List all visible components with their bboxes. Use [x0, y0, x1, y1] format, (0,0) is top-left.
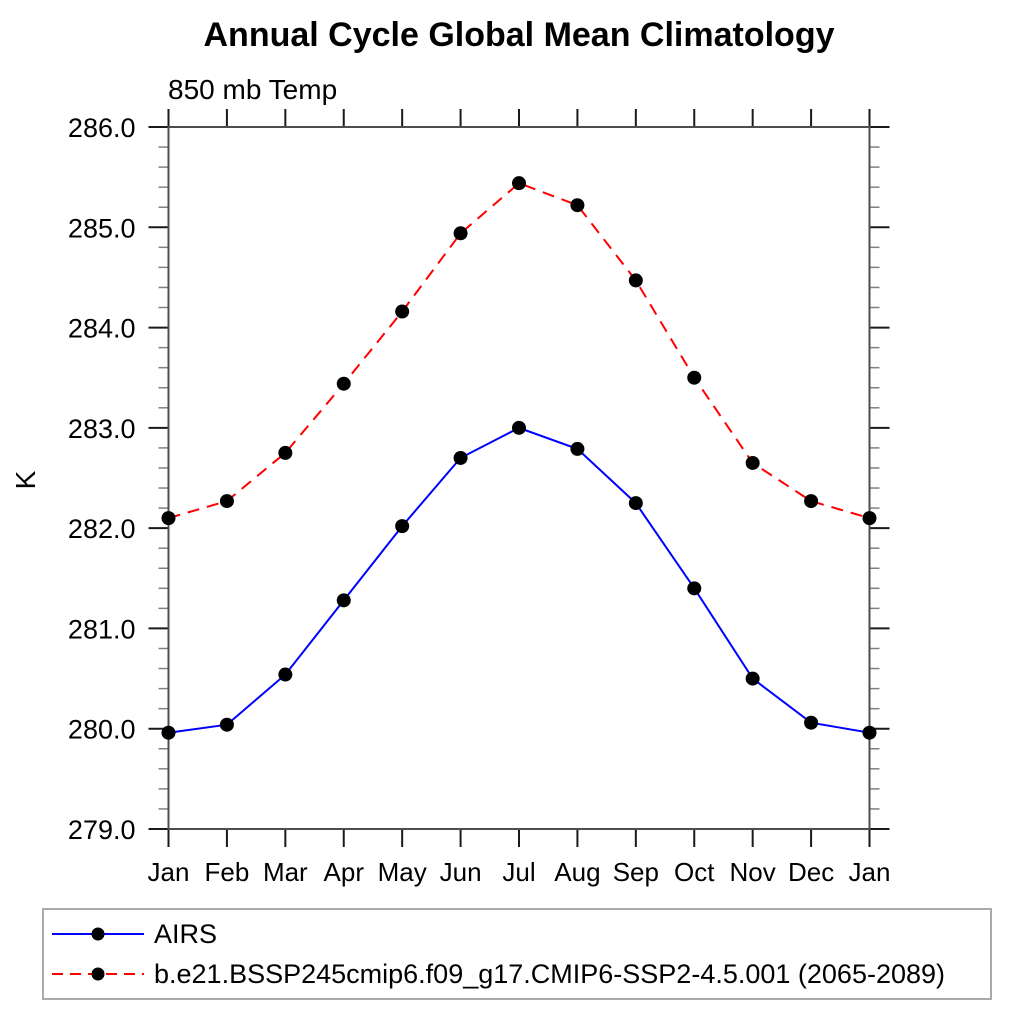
x-tick-label: Dec: [788, 857, 834, 887]
data-point: [161, 725, 176, 740]
y-tick-label: 279.0: [68, 815, 136, 845]
chart-subtitle: 850 mb Temp: [168, 74, 338, 105]
x-tick-label: Jan: [849, 857, 891, 887]
legend-marker: [91, 967, 105, 981]
y-tick-label: 284.0: [68, 314, 136, 344]
x-tick-label: Nov: [730, 857, 776, 887]
data-point: [336, 376, 351, 391]
series-line-0: [168, 426, 870, 734]
x-tick-label: Oct: [674, 857, 715, 887]
x-tick-label: Mar: [263, 857, 308, 887]
x-tick-label: Aug: [554, 857, 600, 887]
data-point: [804, 715, 819, 730]
y-tick-label: 280.0: [68, 715, 136, 745]
data-point: [395, 519, 410, 534]
legend-marker: [91, 927, 105, 941]
x-tick-label: Feb: [205, 857, 250, 887]
data-point: [278, 667, 293, 682]
y-tick-label: 281.0: [68, 614, 136, 644]
data-point: [453, 226, 468, 241]
chart-title: Annual Cycle Global Mean Climatology: [203, 16, 835, 54]
y-tick-label: 286.0: [68, 113, 136, 143]
data-point: [745, 455, 760, 470]
data-point: [512, 176, 526, 191]
legend: AIRS b.e21.BSSP245cmip6.f09_g17.CMIP6-SS…: [42, 908, 992, 1000]
data-point: [745, 671, 760, 686]
legend-sample-model-line: [52, 967, 144, 981]
data-point: [219, 717, 234, 732]
legend-label-model: b.e21.BSSP245cmip6.f09_g17.CMIP6-SSP2-4.…: [154, 958, 946, 989]
data-point: [628, 496, 643, 511]
data-point: [161, 511, 176, 526]
x-tick-label: Apr: [324, 857, 365, 887]
data-point: [862, 511, 877, 526]
data-point: [862, 725, 877, 740]
data-point: [687, 370, 702, 385]
data-point: [628, 273, 643, 288]
plot-frame: [167, 126, 871, 830]
x-tick-label: Sep: [613, 857, 659, 887]
x-tick-label: Jun: [440, 857, 482, 887]
y-tick-label: 282.0: [68, 514, 136, 544]
data-point: [278, 445, 293, 460]
y-tick-label: 285.0: [68, 213, 136, 243]
legend-label-airs: AIRS: [154, 918, 218, 949]
data-point: [512, 420, 526, 435]
data-point: [570, 198, 585, 213]
data-point: [687, 581, 702, 596]
data-point: [336, 593, 351, 608]
data-point: [219, 494, 234, 509]
legend-sample-airs-line: [52, 927, 144, 941]
legend-entry-model: b.e21.BSSP245cmip6.f09_g17.CMIP6-SSP2-4.…: [48, 956, 945, 992]
data-point: [395, 304, 410, 319]
data-point: [570, 441, 585, 456]
x-tick-label: Jan: [148, 857, 190, 887]
x-tick-label: Jul: [502, 857, 535, 887]
legend-entry-airs: AIRS: [48, 916, 217, 952]
series-line-1: [168, 182, 870, 520]
data-point: [453, 450, 468, 465]
data-point: [804, 494, 819, 509]
y-tick-label: 283.0: [68, 414, 136, 444]
x-tick-label: May: [378, 857, 427, 887]
